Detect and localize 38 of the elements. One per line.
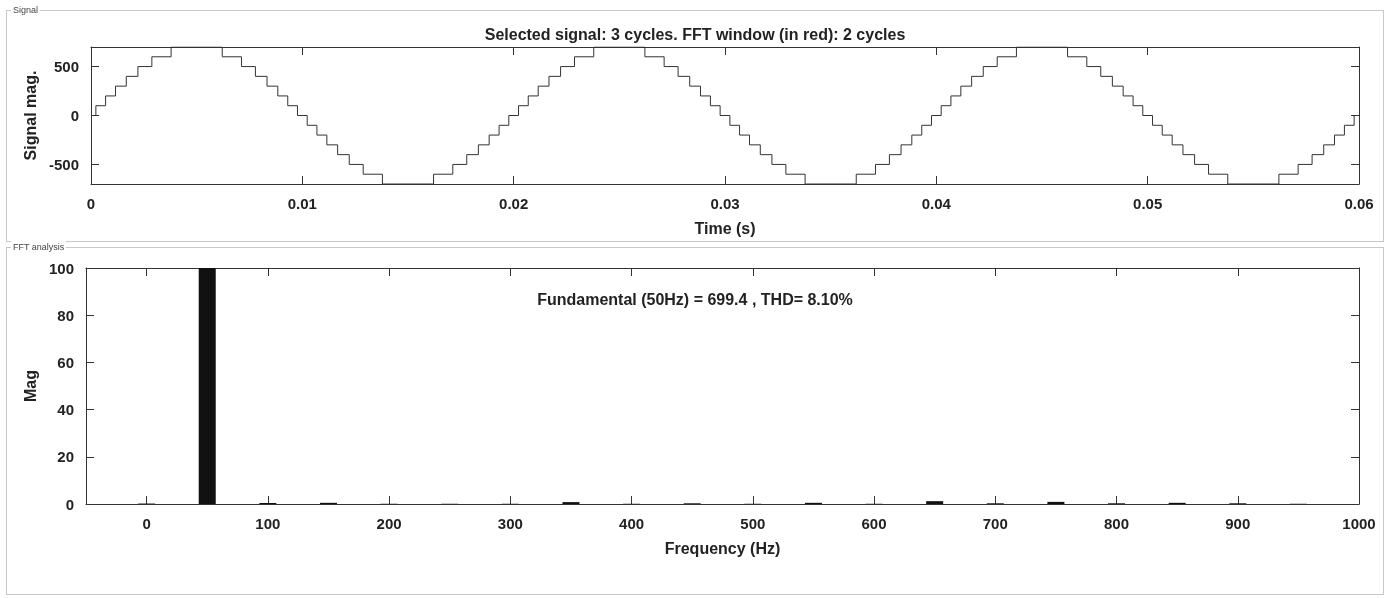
bar	[926, 501, 944, 504]
x-tick-label: 0.04	[921, 195, 952, 212]
chart-title: Selected signal: 3 cycles. FFT window (in red): 2 cycles	[484, 25, 906, 43]
x-tick-label: 900	[1225, 515, 1251, 532]
x-axis-title: Frequency (Hz)	[664, 539, 781, 557]
x-tick-label: 700	[982, 515, 1008, 532]
x-axis-title: Time (s)	[694, 219, 756, 237]
x-tick-label: 600	[861, 515, 887, 532]
y-tick-label: 20	[57, 448, 74, 466]
y-tick-label: 100	[48, 259, 74, 277]
x-tick-label: 800	[1104, 515, 1130, 532]
y-tick-label: 80	[57, 306, 74, 324]
bar	[198, 268, 216, 504]
y-tick-label: -500	[48, 155, 79, 173]
y-tick-label: 0	[70, 107, 79, 124]
y-tick-label: 0	[65, 495, 74, 513]
y-tick-label: 60	[57, 353, 74, 371]
x-tick-label: 0.03	[710, 195, 740, 212]
x-tick-label: 1000	[1342, 515, 1376, 532]
x-tick-label: 0	[86, 195, 96, 212]
bar	[1047, 501, 1065, 504]
x-tick-label: 0.05	[1133, 195, 1163, 212]
y-tick-label: 40	[57, 401, 74, 419]
text: Fundamental (50Hz) = 699.4 , THD= 8.10%	[537, 290, 853, 308]
y-tick-label: 500	[53, 58, 79, 76]
x-tick-label: 500	[740, 515, 766, 532]
x-tick-label: 200	[376, 515, 402, 532]
y-axis-title: Signal mag.	[21, 70, 39, 161]
x-tick-label: 100	[255, 515, 281, 532]
x-tick-label: 300	[497, 515, 523, 532]
text: Signal	[11, 4, 41, 16]
x-tick-label: 0.01	[287, 195, 317, 212]
x-tick-label: 0.02	[499, 195, 529, 212]
x-tick-label: 0	[142, 515, 151, 532]
x-tick-label: 400	[619, 515, 645, 532]
y-axis-title: Mag	[21, 370, 39, 402]
text: FFT analysis	[11, 241, 67, 253]
x-tick-label: 0.06	[1344, 195, 1374, 212]
